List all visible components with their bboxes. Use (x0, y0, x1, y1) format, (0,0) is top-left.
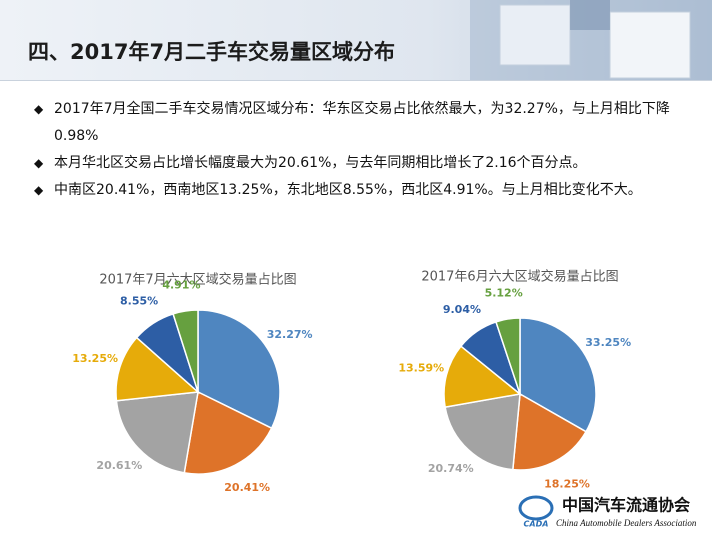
pie-slice (115, 391, 199, 474)
header-band (0, 0, 712, 81)
data-label: 33.25% (585, 336, 631, 349)
pie-slice (512, 392, 588, 471)
data-label: 18.25% (544, 478, 590, 491)
data-label: 20.74% (428, 462, 474, 475)
logo: CADA 中国汽车流通协会 China Automobile Dealers A… (518, 495, 697, 529)
data-label: 13.59% (398, 361, 444, 374)
data-label: 9.04% (443, 303, 481, 316)
chart-title: 2017年7月六大区域交易量占比图 (99, 272, 296, 288)
logo-english: China Automobile Dealers Association (556, 518, 697, 528)
data-label: 13.25% (72, 352, 118, 365)
pie-slice (443, 345, 522, 408)
data-label: 32.27% (267, 328, 313, 341)
logo-name: 中国汽车流通协会 (562, 496, 690, 515)
data-label: 4.91% (162, 278, 200, 291)
bullet: 2017年7月全国二手车交易情况区域分布：华东区交易占比依然最大，为32.27%… (34, 96, 684, 150)
pie-slice (495, 317, 521, 395)
pie-slice (183, 390, 273, 475)
pie-slice (459, 320, 522, 397)
bullet-list: 2017年7月全国二手车交易情况区域分布：华东区交易占比依然最大，为32.27%… (34, 96, 684, 204)
logo-abbr: CADA (524, 520, 549, 529)
data-label: 20.61% (96, 459, 142, 472)
bullet: 中南区20.41%，西南地区13.25%，东北地区8.55%，西北区4.91%。… (34, 177, 684, 204)
pie-slice (172, 309, 199, 393)
pie-slice (135, 312, 200, 395)
pie-slice (444, 393, 521, 471)
pie-slice (115, 336, 200, 402)
data-label: 5.12% (485, 286, 523, 299)
bullet: 本月华北区交易占比增长幅度最大为20.61%，与去年同期相比增长了2.16个百分… (34, 150, 684, 177)
data-label: 20.41% (224, 481, 270, 494)
pie-slice (197, 309, 281, 430)
chart-title: 2017年6月六大区域交易量占比图 (421, 269, 618, 285)
data-label: 8.55% (120, 294, 158, 307)
slide-title: 四、2017年7月二手车交易量区域分布 (28, 40, 396, 64)
pie-slice (519, 317, 597, 433)
header-art (470, 0, 712, 80)
